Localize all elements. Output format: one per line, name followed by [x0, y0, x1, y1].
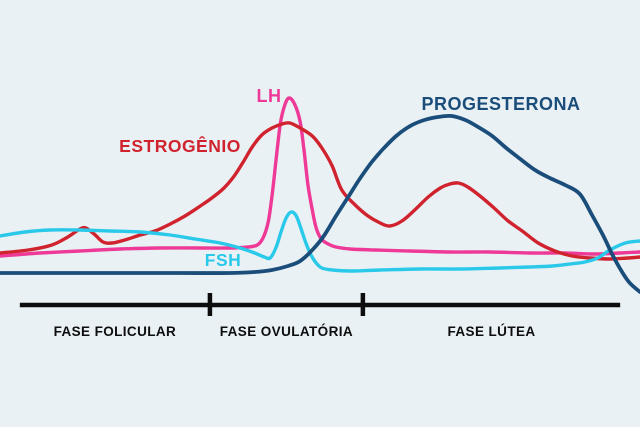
series-label-fsh: FSH	[204, 250, 242, 270]
curve-estrog-nio	[0, 121, 640, 261]
phase-label-folicular: FASE FOLICULAR	[53, 324, 177, 339]
phase-label-ovulatoria: FASE OVULATÓRIA	[219, 324, 354, 339]
curve-fsh	[0, 210, 640, 273]
series-label-progesterona: PROGESTERONA	[421, 94, 581, 114]
phase-label-lutea: FASE LÚTEA	[447, 324, 536, 339]
curve-progesterona	[0, 113, 640, 294]
series-label-lh: LH	[256, 86, 282, 106]
series-label-estrogenio: ESTROGÊNIO	[119, 136, 241, 156]
curve-lh	[0, 96, 640, 258]
